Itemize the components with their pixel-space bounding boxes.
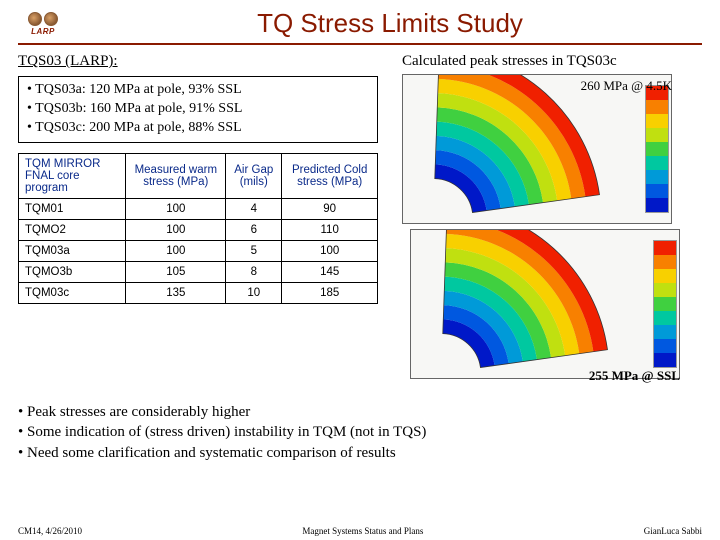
conclusion-item: Need some clarification and systematic c… (18, 443, 702, 463)
logo: LARP (18, 12, 68, 36)
conclusion-item: Some indication of (stress driven) insta… (18, 422, 702, 442)
annotation-top: 260 MPa @ 4.5K (581, 78, 672, 94)
sim-image-top (402, 74, 672, 224)
table-cell: 10 (226, 282, 282, 303)
col-header: Air Gap (mils) (226, 153, 282, 198)
footer-right: GianLuca Sabbi (644, 526, 702, 536)
stress-table: TQM MIRROR FNAL core program Measured wa… (18, 153, 378, 304)
footer-left: CM14, 4/26/2010 (18, 526, 82, 536)
title-rule (18, 43, 702, 45)
table-cell: 100 (126, 198, 226, 219)
color-legend (653, 240, 677, 368)
table-cell: TQM03c (19, 282, 126, 303)
sim-image-bottom (410, 229, 680, 379)
color-legend (645, 85, 669, 213)
table-cell: 90 (282, 198, 378, 219)
config-item: TQS03a: 120 MPa at pole, 93% SSL (27, 81, 369, 100)
left-column: TQS03 (LARP): TQS03a: 120 MPa at pole, 9… (18, 53, 396, 394)
table-cell: 145 (282, 261, 378, 282)
conclusion-item: Peak stresses are considerably higher (18, 402, 702, 422)
body: TQS03 (LARP): TQS03a: 120 MPa at pole, 9… (18, 53, 702, 394)
fea-bot-svg (411, 230, 679, 378)
table-row: TQM03c13510185 (19, 282, 378, 303)
config-item: TQS03b: 160 MPa at pole, 91% SSL (27, 100, 369, 119)
table-cell: 110 (282, 219, 378, 240)
table-cell: TQMO3b (19, 261, 126, 282)
annotation-bottom: 255 MPa @ SSL (589, 368, 680, 384)
table-cell: TQM03a (19, 240, 126, 261)
footer-center: Magnet Systems Status and Plans (302, 526, 423, 536)
logo-circle-left (28, 12, 42, 26)
fea-top-svg (403, 75, 671, 223)
table-row: TQMO21006110 (19, 219, 378, 240)
table-cell: 5 (226, 240, 282, 261)
table-row: TQMO3b1058145 (19, 261, 378, 282)
logo-label: LARP (18, 27, 68, 36)
col-header: Predicted Cold stress (MPa) (282, 153, 378, 198)
table-cell: 100 (126, 240, 226, 261)
table-cell: 100 (282, 240, 378, 261)
config-box: TQS03a: 120 MPa at pole, 93% SSL TQS03b:… (18, 76, 378, 143)
conclusions: Peak stresses are considerably higher So… (18, 402, 702, 463)
logo-circles (18, 12, 68, 26)
table-cell: TQM01 (19, 198, 126, 219)
slide: LARP TQ Stress Limits Study TQS03 (LARP)… (0, 0, 720, 540)
table-cell: 6 (226, 219, 282, 240)
table-cell: 100 (126, 219, 226, 240)
table-cell: 105 (126, 261, 226, 282)
table-cell: 185 (282, 282, 378, 303)
table-body: TQM01100490TQMO21006110TQM03a1005100TQMO… (19, 198, 378, 303)
table-row: TQM01100490 (19, 198, 378, 219)
table-row: TQM03a1005100 (19, 240, 378, 261)
right-column: Calculated peak stresses in TQS03c 260 M… (402, 53, 702, 394)
config-item: TQS03c: 200 MPa at pole, 88% SSL (27, 119, 369, 138)
section-title: TQS03 (LARP): (18, 53, 396, 70)
table-cell: 4 (226, 198, 282, 219)
table-cell: 135 (126, 282, 226, 303)
logo-circle-right (44, 12, 58, 26)
peak-title: Calculated peak stresses in TQS03c (402, 53, 702, 70)
header: LARP TQ Stress Limits Study (18, 8, 702, 39)
footer: CM14, 4/26/2010 Magnet Systems Status an… (18, 526, 702, 536)
table-cell: 8 (226, 261, 282, 282)
table-header-row: TQM MIRROR FNAL core program Measured wa… (19, 153, 378, 198)
table-cell: TQMO2 (19, 219, 126, 240)
col-header: Measured warm stress (MPa) (126, 153, 226, 198)
sim-stack: 260 MPa @ 4.5K 255 MPa @ SSL (402, 74, 702, 394)
col-header: TQM MIRROR FNAL core program (19, 153, 126, 198)
page-title: TQ Stress Limits Study (78, 8, 702, 39)
